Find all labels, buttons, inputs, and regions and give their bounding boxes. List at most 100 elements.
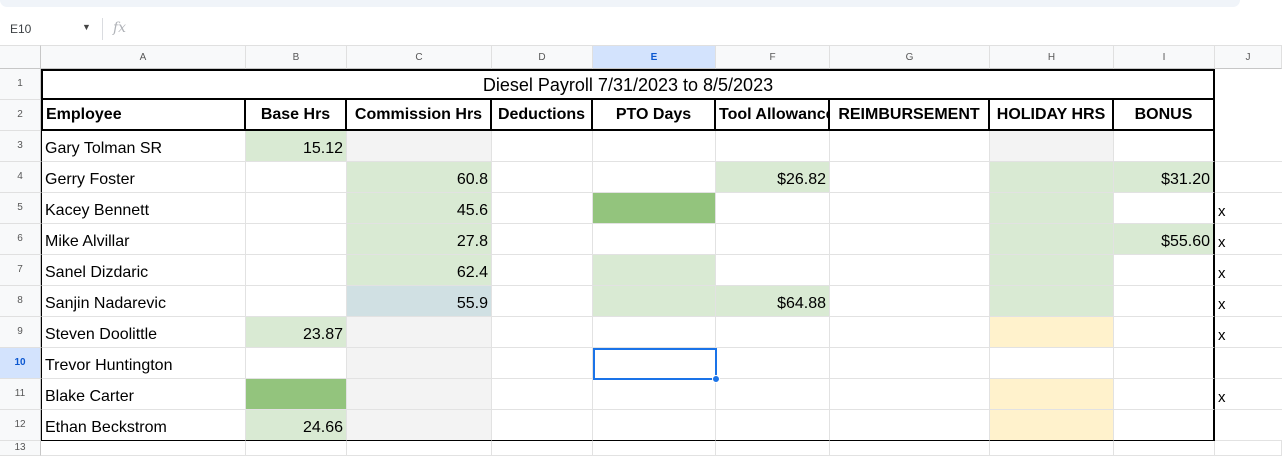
cell-bonus[interactable] bbox=[1114, 348, 1215, 379]
row-header-10[interactable]: 10 bbox=[0, 348, 41, 379]
cell-base[interactable]: 15.12 bbox=[246, 131, 347, 162]
column-title-deductions[interactable]: Deductions bbox=[492, 100, 593, 131]
cell-empty[interactable] bbox=[41, 441, 246, 456]
cell-empty[interactable] bbox=[1215, 441, 1282, 456]
cell-commission[interactable]: 62.4 bbox=[347, 255, 492, 286]
cell-empty[interactable] bbox=[990, 193, 1114, 224]
cell-empty[interactable] bbox=[593, 379, 716, 410]
cell-bonus[interactable] bbox=[1114, 255, 1215, 286]
cell-base[interactable] bbox=[246, 193, 347, 224]
cell-empty[interactable] bbox=[593, 317, 716, 348]
cell-empty[interactable] bbox=[990, 410, 1114, 441]
cell-commission[interactable] bbox=[347, 317, 492, 348]
cell-empty[interactable] bbox=[593, 131, 716, 162]
fill-handle[interactable] bbox=[712, 375, 720, 383]
row-header-5[interactable]: 5 bbox=[0, 193, 41, 224]
cell-empty[interactable] bbox=[990, 255, 1114, 286]
cell-empty[interactable] bbox=[716, 441, 830, 456]
cell-empty[interactable] bbox=[492, 348, 593, 379]
cell-commission[interactable]: 55.9 bbox=[347, 286, 492, 317]
column-header-i[interactable]: I bbox=[1114, 45, 1215, 69]
cell-tool[interactable] bbox=[716, 224, 830, 255]
column-header-a[interactable]: A bbox=[41, 45, 246, 69]
row-mark[interactable]: x bbox=[1215, 379, 1282, 410]
row-header-8[interactable]: 8 bbox=[0, 286, 41, 317]
cell-bonus[interactable]: $55.60 bbox=[1114, 224, 1215, 255]
column-header-g[interactable]: G bbox=[830, 45, 990, 69]
cell-empty[interactable] bbox=[830, 224, 990, 255]
cell-empty[interactable] bbox=[492, 286, 593, 317]
column-header-f[interactable]: F bbox=[716, 45, 830, 69]
cell-employee-name[interactable]: Mike Alvillar bbox=[41, 224, 246, 255]
row-header-1[interactable]: 1 bbox=[0, 69, 41, 100]
column-title-reimbursement[interactable]: REIMBURSEMENT bbox=[830, 100, 990, 131]
row-header-13[interactable]: 13 bbox=[0, 441, 41, 456]
cell-employee-name[interactable]: Sanel Dizdaric bbox=[41, 255, 246, 286]
cell-commission[interactable] bbox=[347, 379, 492, 410]
cell-empty[interactable] bbox=[830, 162, 990, 193]
cell-empty[interactable] bbox=[830, 131, 990, 162]
row-header-2[interactable]: 2 bbox=[0, 100, 41, 131]
cell-tool[interactable] bbox=[716, 255, 830, 286]
cell-empty[interactable] bbox=[492, 193, 593, 224]
cell-bonus[interactable] bbox=[1114, 317, 1215, 348]
cell-empty[interactable] bbox=[492, 379, 593, 410]
column-title-tool-allowance[interactable]: Tool Allowance bbox=[716, 100, 830, 131]
cell-commission[interactable] bbox=[347, 410, 492, 441]
row-mark[interactable]: x bbox=[1215, 224, 1282, 255]
cell-tool[interactable] bbox=[716, 379, 830, 410]
cell-employee-name[interactable]: Gary Tolman SR bbox=[41, 131, 246, 162]
column-title-commission-hrs[interactable]: Commission Hrs bbox=[347, 100, 492, 131]
cell-tool[interactable]: $26.82 bbox=[716, 162, 830, 193]
cell-bonus[interactable] bbox=[1114, 410, 1215, 441]
cell-bonus[interactable] bbox=[1114, 286, 1215, 317]
cell-tool[interactable] bbox=[716, 193, 830, 224]
row-mark[interactable]: x bbox=[1215, 255, 1282, 286]
column-header-j[interactable]: J bbox=[1215, 45, 1282, 69]
cell-base[interactable]: 24.66 bbox=[246, 410, 347, 441]
cell-empty[interactable] bbox=[1215, 162, 1282, 193]
row-header-6[interactable]: 6 bbox=[0, 224, 41, 255]
name-box[interactable]: E10 bbox=[10, 22, 32, 36]
cell-empty[interactable] bbox=[492, 224, 593, 255]
cell-empty[interactable] bbox=[1215, 131, 1282, 162]
cell-commission[interactable]: 60.8 bbox=[347, 162, 492, 193]
cell-tool[interactable] bbox=[716, 410, 830, 441]
cell-empty[interactable] bbox=[593, 441, 716, 456]
row-header-11[interactable]: 11 bbox=[0, 379, 41, 410]
cell-empty[interactable] bbox=[990, 224, 1114, 255]
cell-empty[interactable] bbox=[347, 441, 492, 456]
cell-commission[interactable] bbox=[347, 131, 492, 162]
cell-empty[interactable] bbox=[990, 379, 1114, 410]
cell-tool[interactable] bbox=[716, 348, 830, 379]
cell-empty[interactable] bbox=[830, 286, 990, 317]
select-all-corner[interactable] bbox=[0, 45, 41, 69]
cell-bonus[interactable] bbox=[1114, 131, 1215, 162]
column-title-employee[interactable]: Employee bbox=[41, 100, 246, 131]
cell-employee-name[interactable]: Sanjin Nadarevic bbox=[41, 286, 246, 317]
cell-base[interactable] bbox=[246, 224, 347, 255]
column-title-pto-days[interactable]: PTO Days bbox=[593, 100, 716, 131]
cell-empty[interactable] bbox=[492, 162, 593, 193]
cell-empty[interactable] bbox=[593, 410, 716, 441]
cell-commission[interactable]: 27.8 bbox=[347, 224, 492, 255]
cell-empty[interactable] bbox=[593, 224, 716, 255]
cell-empty[interactable] bbox=[593, 286, 716, 317]
cell-empty[interactable] bbox=[492, 255, 593, 286]
cell-employee-name[interactable]: Ethan Beckstrom bbox=[41, 410, 246, 441]
cell-base[interactable] bbox=[246, 255, 347, 286]
row-header-4[interactable]: 4 bbox=[0, 162, 41, 193]
cell-empty[interactable] bbox=[990, 317, 1114, 348]
cell-commission[interactable]: 45.6 bbox=[347, 193, 492, 224]
cell-empty[interactable] bbox=[492, 317, 593, 348]
cell-empty[interactable] bbox=[492, 131, 593, 162]
column-title-base-hrs[interactable]: Base Hrs bbox=[246, 100, 347, 131]
row-header-9[interactable]: 9 bbox=[0, 317, 41, 348]
sheet-title[interactable]: Diesel Payroll 7/31/2023 to 8/5/2023 bbox=[41, 69, 1215, 100]
cell-tool[interactable] bbox=[716, 131, 830, 162]
column-title-bonus[interactable]: BONUS bbox=[1114, 100, 1215, 131]
column-header-b[interactable]: B bbox=[246, 45, 347, 69]
cell-employee-name[interactable]: Trevor Huntington bbox=[41, 348, 246, 379]
cell-employee-name[interactable]: Kacey Bennett bbox=[41, 193, 246, 224]
row-mark[interactable]: x bbox=[1215, 317, 1282, 348]
